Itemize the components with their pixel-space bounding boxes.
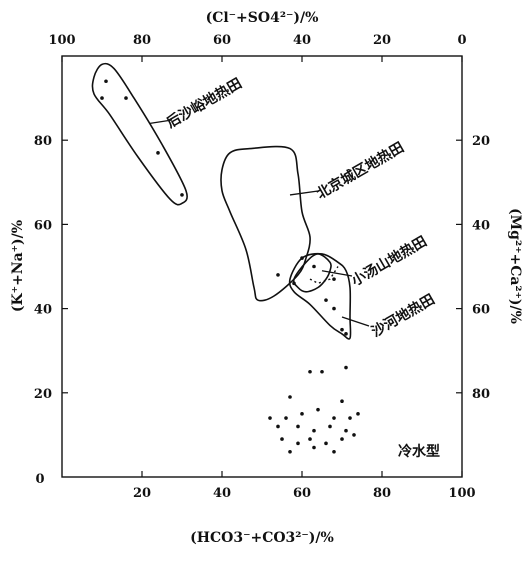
- cold-water-data-point: [284, 416, 288, 420]
- cold-water-data-point: [344, 428, 348, 433]
- cold-water-data-point: [288, 395, 292, 399]
- shahe-outline: [288, 252, 352, 340]
- beijing-city-label: 北京城区地热田: [314, 139, 407, 203]
- shahe-data-point: [340, 327, 344, 332]
- right-tick-label: 40: [472, 218, 490, 233]
- houshayu-data-point: [100, 96, 104, 100]
- right-tick-label: 60: [472, 303, 490, 318]
- cold-water-data-point: [280, 437, 284, 441]
- xiaotangshan-data-point: [312, 264, 316, 269]
- top-tick-label: 60: [213, 33, 231, 48]
- left-tick-label: 60: [34, 218, 52, 233]
- bottom-tick-label: 60: [293, 486, 311, 501]
- bottom-axis-label: (HCO3⁻+CO3²⁻)/%: [190, 530, 334, 546]
- bottom-tick-label: 80: [373, 486, 391, 501]
- cold-water-data-point: [308, 437, 312, 441]
- cold-water-data-point: [340, 399, 344, 404]
- left-tick-label: 20: [34, 387, 52, 402]
- cold-water-data-point: [296, 441, 300, 446]
- plot-frame: [61, 55, 463, 478]
- top-axis-label: (Cl⁻+SO4²⁻)/%: [206, 10, 319, 26]
- bottom-tick-label: 20: [133, 486, 151, 501]
- xiaotangshan-label: 小汤山地热田: [349, 233, 430, 290]
- top-tick-label: 20: [373, 33, 391, 48]
- houshayu-label: 后沙峪地热田: [164, 75, 245, 132]
- xiaotangshan-dashed-boundary: [309, 266, 339, 285]
- houshayu-data-point: [104, 79, 108, 84]
- right-tick-label: 80: [472, 387, 490, 402]
- cold-water-data-point: [312, 428, 316, 433]
- houshayu-data-point: [124, 96, 128, 100]
- cold-water-data-point: [308, 369, 312, 374]
- cold-water-data-point: [312, 445, 316, 450]
- cold-water-data-point: [356, 412, 360, 416]
- cold-water-data-point: [332, 449, 336, 454]
- left-tick-label: 80: [34, 134, 52, 149]
- shahe-data-point: [332, 306, 336, 311]
- cold-water-data-point: [276, 424, 280, 429]
- houshayu-data-point: [156, 151, 160, 155]
- right-axis-label: (Mg²⁺+Ca²⁺)/%: [507, 208, 523, 324]
- shahe-leader-line: [341, 316, 370, 327]
- houshayu-outline: [91, 62, 188, 206]
- cold-water-data-point: [348, 416, 352, 420]
- top-tick-label: 40: [293, 33, 311, 48]
- top-tick-label: 80: [133, 33, 151, 48]
- bottom-tick-label: 100: [448, 486, 475, 501]
- houshayu-data-point: [180, 193, 184, 197]
- top-tick-label: 100: [48, 33, 75, 48]
- beijing-city-leader-line: [289, 190, 319, 196]
- cold-water-data-point: [296, 424, 300, 429]
- cold-water-data-point: [320, 369, 324, 374]
- cold-water-data-point: [344, 365, 348, 370]
- bottom-tick-label: 40: [213, 486, 231, 501]
- shahe-data-point: [324, 298, 328, 302]
- origin-tick-label: 0: [35, 472, 44, 487]
- right-tick-label: 20: [472, 134, 490, 149]
- axis-ticks: 20 40 60 80 100 0 20 40 60 80 100 80 60 40 20 0 20 40 60 80: [34, 33, 490, 501]
- beijing-city-outline: [220, 145, 311, 302]
- left-axis-label: (K⁺+Na⁺)/%: [10, 220, 26, 312]
- shahe-data-point: [344, 332, 348, 336]
- cold-water-data-point: [300, 412, 304, 416]
- cold-water-data-point: [288, 449, 292, 454]
- cold-water-label: 冷水型: [398, 443, 440, 460]
- cold-water-data-point: [352, 433, 356, 437]
- top-tick-label: 0: [457, 33, 466, 48]
- shahe-data-point: [292, 281, 296, 286]
- xiaotangshan-outline: [292, 253, 332, 293]
- houshayu-leader-line: [149, 119, 173, 125]
- cold-water-data-point: [332, 416, 336, 420]
- xiaotangshan-data-point: [332, 277, 336, 281]
- cold-water-data-point: [324, 441, 328, 446]
- cold-water-data-point: [268, 416, 272, 420]
- left-tick-label: 40: [34, 303, 52, 318]
- cold-water-data-point: [328, 424, 332, 429]
- cold-water-data-point: [340, 437, 344, 441]
- cold-water-data-point: [316, 407, 320, 412]
- shahe-label: 沙河地热田: [369, 291, 438, 341]
- beijing-city-data-point: [276, 273, 280, 277]
